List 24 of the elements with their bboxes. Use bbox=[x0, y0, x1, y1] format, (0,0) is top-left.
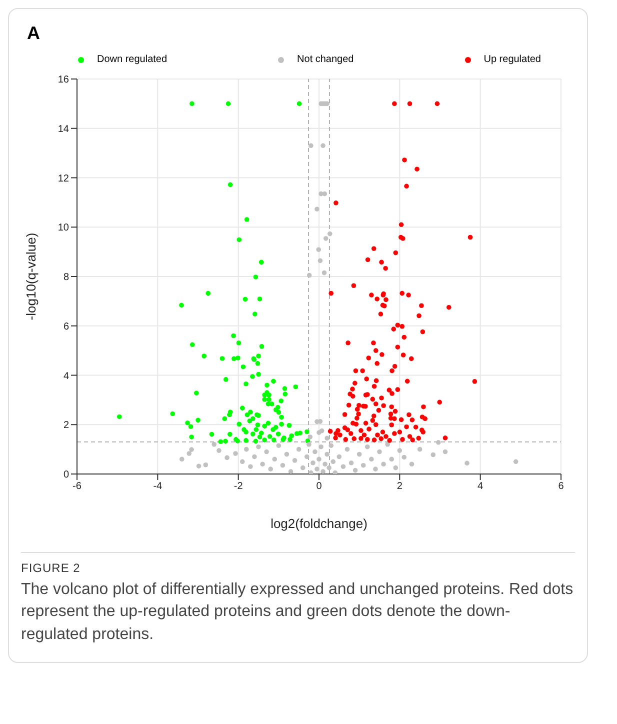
y-tick-label: 10 bbox=[58, 222, 70, 234]
text: The volcano plot of differentially expressed and unchanged proteins. Red dots represent the up-regulated proteins and green dots denote the down-regulated proteins. bbox=[21, 580, 574, 645]
x-tick-label: 4 bbox=[478, 481, 484, 492]
y-axis-title: -log10(q-value) bbox=[24, 232, 39, 320]
y-tick-label: 4 bbox=[63, 370, 70, 382]
x-tick-label: 6 bbox=[558, 481, 564, 492]
y-tick-label: 14 bbox=[58, 124, 70, 135]
legend-label: Up regulated bbox=[484, 54, 541, 65]
caption: FIGURE 2 bbox=[21, 561, 82, 575]
y-tick-label: 8 bbox=[63, 272, 70, 284]
x-tick-label: 0 bbox=[316, 481, 322, 492]
y-tick-label: 12 bbox=[58, 173, 70, 184]
x-tick-label: -6 bbox=[72, 481, 82, 492]
x-tick-label: 2 bbox=[396, 481, 403, 492]
x-axis-title: log2(foldchange) bbox=[270, 516, 368, 531]
x-tick-label: -2 bbox=[234, 481, 244, 492]
y-tick-label: 6 bbox=[63, 321, 70, 332]
legend-label: Not changed bbox=[297, 54, 354, 65]
y-tick-label: 2 bbox=[63, 420, 70, 432]
y-tick-label: 0 bbox=[63, 470, 70, 481]
y-tick-label: 16 bbox=[58, 74, 70, 86]
legend-label: Down regulated bbox=[97, 54, 168, 65]
x-tick-label: -4 bbox=[153, 481, 163, 492]
chart-title: A bbox=[27, 23, 41, 44]
